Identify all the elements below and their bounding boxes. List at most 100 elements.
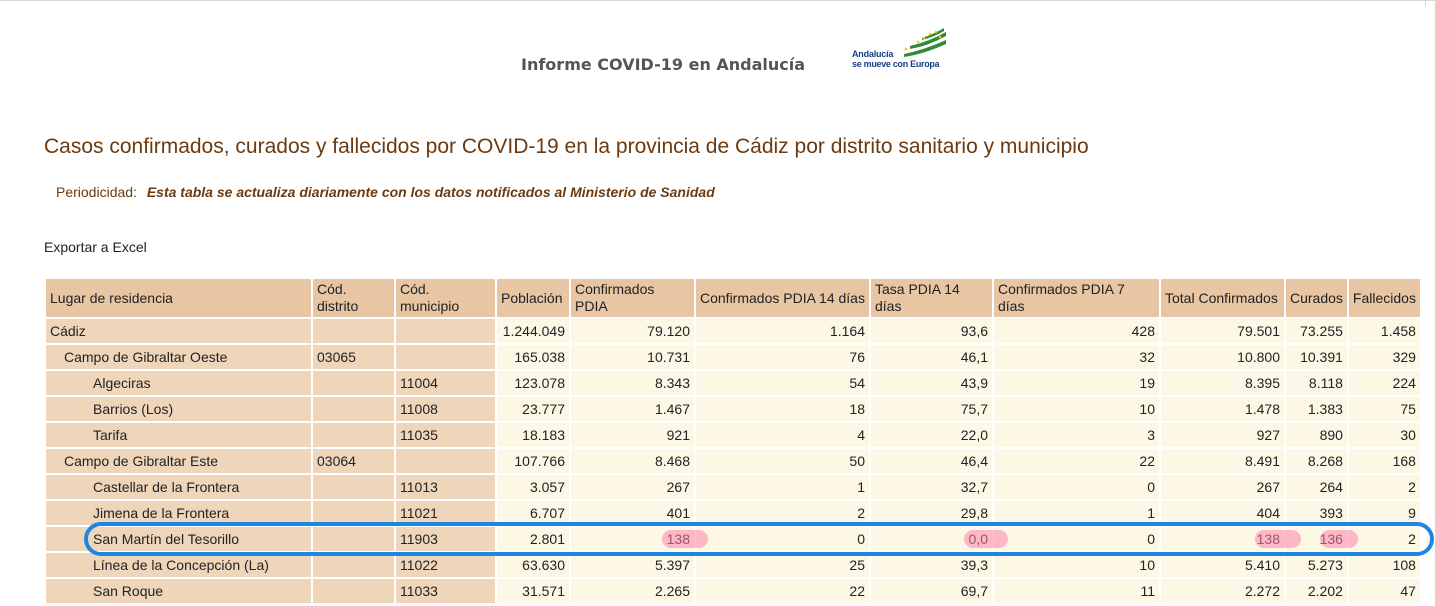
value-cell: 31.571 [497,579,569,603]
value-cell: 23.777 [497,397,569,421]
district-code [313,423,394,447]
periodicity-value: Esta tabla se actualiza diariamente con … [146,184,715,200]
row-label: Campo de Gibraltar Oeste [46,345,311,369]
value-cell: 11 [994,579,1159,603]
table-row: Barrios (Los) 11008 23.777 1.467 18 75,7 10 1.4… [46,397,1420,421]
district-code [313,579,394,603]
row-label: Algeciras [46,371,311,395]
value-cell: 329 [1348,345,1420,369]
value-cell: 4 [696,423,869,447]
value-cell: 18 [696,397,869,421]
district-code [313,553,394,577]
municipality-code: 11013 [396,475,495,499]
value-cell: 50 [696,449,869,473]
value-cell: 18.183 [497,423,569,447]
col-header-fallecidos[interactable]: Fallecidos [1348,279,1420,317]
value-cell: 22 [696,579,869,603]
report-header: Informe COVID-19 en Andalucía Andalucía … [0,28,1435,88]
value-cell: 1.383 [1286,397,1347,421]
andalucia-stripes-icon [904,28,946,57]
value-cell: 10.800 [1161,345,1284,369]
value-cell: 2 [696,501,869,525]
value-cell: 54 [696,371,869,395]
value-cell: 32,7 [871,475,992,499]
value-cell: 8.343 [571,371,694,395]
col-header-total-confirmados[interactable]: Total Confirmados [1161,279,1284,317]
col-header-lugar[interactable]: Lugar de residencia [46,279,311,317]
value-cell: 136 [1286,527,1347,551]
periodicity-label: Periodicidad: [56,184,137,200]
table-row: Jimena de la Frontera 11021 6.707 401 2 29,8 1… [46,501,1420,525]
value-cell: 32 [994,345,1159,369]
col-header-confirmados-pdia[interactable]: Confirmados PDIA [571,279,694,317]
value-cell: 46,1 [871,345,992,369]
periodicity-note: Periodicidad: Esta tabla se actualiza di… [56,184,715,200]
value-cell: 393 [1286,501,1347,525]
col-header-poblacion[interactable]: Población [497,279,569,317]
logo-line-1: Andalucía [852,49,894,59]
covid-data-table: Lugar de residencia Cód. distrito Cód. m… [44,277,1422,605]
municipality-code: 11903 [396,527,495,551]
value-cell: 5.410 [1161,553,1284,577]
municipality-code: 11035 [396,423,495,447]
value-cell: 10 [994,553,1159,577]
value-cell: 107.766 [497,449,569,473]
value-cell: 63.630 [497,553,569,577]
value-cell: 8.118 [1286,371,1347,395]
col-header-cod-distrito[interactable]: Cód. distrito [313,279,394,317]
col-header-cod-municipio[interactable]: Cód. municipio [396,279,495,317]
table-row: Cádiz 1.244.049 79.120 1.164 93,6 428 79.501 73… [46,319,1420,343]
value-cell: 123.078 [497,371,569,395]
value-cell: 10.731 [571,345,694,369]
district-code: 03065 [313,345,394,369]
top-border [0,0,1435,1]
row-label: Jimena de la Frontera [46,501,311,525]
municipality-code: 11008 [396,397,495,421]
municipality-code [396,449,495,473]
value-cell: 75,7 [871,397,992,421]
value-cell: 2.265 [571,579,694,603]
col-header-tasa-pdia-14[interactable]: Tasa PDIA 14 días [871,279,992,317]
district-code [313,319,394,343]
value-cell: 108 [1348,553,1420,577]
value-cell: 22,0 [871,423,992,447]
value-cell: 73.255 [1286,319,1347,343]
row-label: Castellar de la Frontera [46,475,311,499]
value-cell: 8.395 [1161,371,1284,395]
value-cell: 10.391 [1286,345,1347,369]
value-cell: 890 [1286,423,1347,447]
district-code: 03064 [313,449,394,473]
value-cell: 25 [696,553,869,577]
municipality-code: 11021 [396,501,495,525]
value-cell: 46,4 [871,449,992,473]
value-cell: 2.202 [1286,579,1347,603]
value-cell: 10 [994,397,1159,421]
row-label: Tarifa [46,423,311,447]
col-header-curados[interactable]: Curados [1286,279,1347,317]
value-cell: 3 [994,423,1159,447]
value-cell: 1.164 [696,319,869,343]
table-row: Tarifa 11035 18.183 921 4 22,0 3 927 890 30 [46,423,1420,447]
value-cell: 75 [1348,397,1420,421]
col-header-confirmados-pdia-14[interactable]: Confirmados PDIA 14 días [696,279,869,317]
municipality-code: 11004 [396,371,495,395]
value-cell: 2 [1348,527,1420,551]
table-row: Campo de Gibraltar Oeste 03065 165.038 10.7… [46,345,1420,369]
value-cell: 1.244.049 [497,319,569,343]
report-title: Informe COVID-19 en Andalucía [521,55,806,74]
value-cell: 69,7 [871,579,992,603]
value-cell: 93,6 [871,319,992,343]
value-cell: 5.397 [571,553,694,577]
export-excel-link[interactable]: Exportar a Excel [44,239,147,255]
value-cell: 2 [1348,475,1420,499]
col-header-confirmados-pdia-7[interactable]: Confirmados PDIA 7 días [994,279,1159,317]
value-cell: 138 [1161,527,1284,551]
andalucia-logo: Andalucía se mueve con Europa [852,28,948,76]
value-cell: 9 [1348,501,1420,525]
district-code [313,371,394,395]
value-cell: 29,8 [871,501,992,525]
value-cell: 264 [1286,475,1347,499]
value-cell: 79.501 [1161,319,1284,343]
value-cell: 0 [994,475,1159,499]
value-cell: 6.707 [497,501,569,525]
